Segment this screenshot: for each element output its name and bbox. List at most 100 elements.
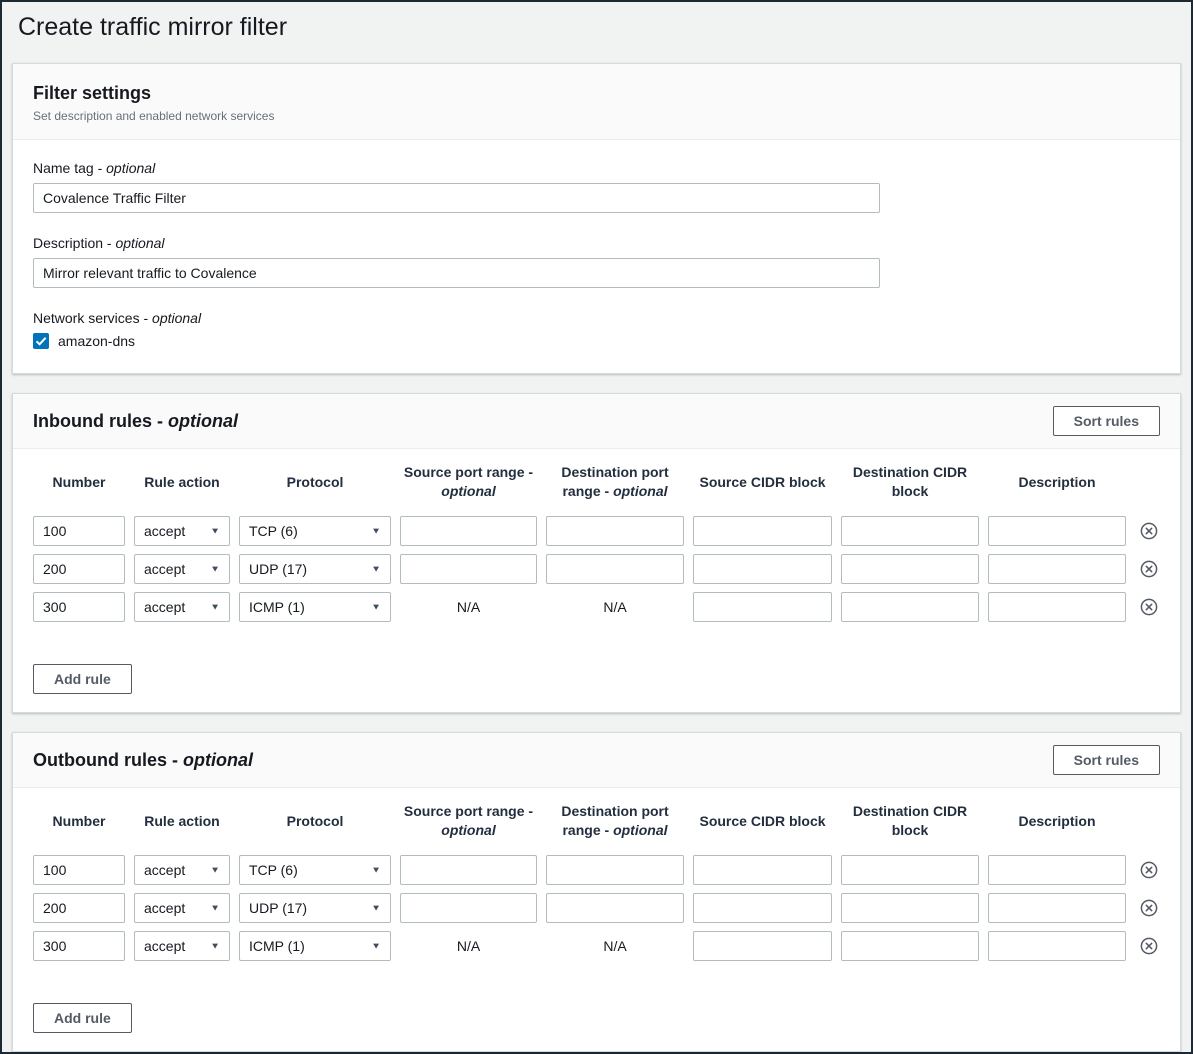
inbound-rules-body: Number Rule action Protocol Source port …	[13, 449, 1180, 712]
destination-port-na: N/A	[603, 938, 627, 954]
col-description: Description	[1018, 812, 1096, 829]
filter-settings-header: Filter settings Set description and enab…	[13, 64, 1180, 140]
rule-action-select[interactable]: accept ▼	[134, 855, 230, 885]
outbound-rule-row-3: accept ▼ ICMP (1) ▼ N/A N/A	[33, 931, 1160, 961]
chevron-down-icon: ▼	[210, 526, 220, 536]
protocol-select[interactable]: ICMP (1) ▼	[239, 931, 391, 961]
remove-rule-button[interactable]	[1139, 597, 1159, 617]
rule-action-select[interactable]: accept ▼	[134, 893, 230, 923]
name-tag-input[interactable]	[33, 183, 880, 213]
rule-action-select[interactable]: accept ▼	[134, 554, 230, 584]
protocol-select[interactable]: ICMP (1) ▼	[239, 592, 391, 622]
circle-x-icon	[1140, 560, 1158, 578]
rule-description-input[interactable]	[988, 554, 1126, 584]
page-title: Create traffic mirror filter	[18, 13, 288, 41]
rule-number-input[interactable]	[33, 931, 125, 961]
destination-cidr-input[interactable]	[841, 931, 979, 961]
col-number: Number	[52, 812, 106, 829]
chevron-down-icon: ▼	[210, 941, 220, 951]
chevron-down-icon: ▼	[210, 903, 220, 913]
destination-port-na: N/A	[603, 599, 627, 615]
source-cidr-input[interactable]	[693, 592, 832, 622]
rule-number-input[interactable]	[33, 554, 125, 584]
protocol-select[interactable]: UDP (17) ▼	[239, 893, 391, 923]
source-port-input[interactable]	[400, 893, 537, 923]
col-number: Number	[52, 473, 106, 490]
rule-number-input[interactable]	[33, 855, 125, 885]
source-cidr-input[interactable]	[693, 516, 832, 546]
protocol-select[interactable]: UDP (17) ▼	[239, 554, 391, 584]
checkbox-checked-icon	[33, 333, 49, 349]
col-protocol: Protocol	[286, 812, 344, 829]
rule-number-input[interactable]	[33, 592, 125, 622]
rule-number-input[interactable]	[33, 516, 125, 546]
chevron-down-icon: ▼	[371, 941, 381, 951]
rule-description-input[interactable]	[988, 516, 1126, 546]
source-cidr-input[interactable]	[693, 554, 832, 584]
col-destination-port: Destination port range - optional	[561, 803, 669, 838]
outbound-rules-body: Number Rule action Protocol Source port …	[13, 788, 1180, 1051]
rule-description-input[interactable]	[988, 893, 1126, 923]
col-destination-port: Destination port range - optional	[561, 464, 669, 499]
rule-description-input[interactable]	[988, 855, 1126, 885]
name-tag-field: Name tag - optional	[33, 160, 1160, 213]
rule-description-input[interactable]	[988, 592, 1126, 622]
remove-rule-button[interactable]	[1139, 521, 1159, 541]
name-tag-label: Name tag - optional	[33, 160, 156, 176]
circle-x-icon	[1140, 522, 1158, 540]
protocol-select[interactable]: TCP (6) ▼	[239, 516, 391, 546]
destination-port-input[interactable]	[546, 855, 684, 885]
source-cidr-input[interactable]	[693, 893, 832, 923]
chevron-down-icon: ▼	[371, 526, 381, 536]
remove-rule-button[interactable]	[1139, 898, 1159, 918]
filter-settings-title: Filter settings	[33, 83, 152, 103]
network-services-field: Network services - optional amazon-dns	[33, 310, 1160, 349]
col-rule-action: Rule action	[144, 812, 220, 829]
destination-port-input[interactable]	[546, 554, 684, 584]
rule-description-input[interactable]	[988, 931, 1126, 961]
rule-number-input[interactable]	[33, 893, 125, 923]
source-port-input[interactable]	[400, 855, 537, 885]
description-label: Description - optional	[33, 235, 165, 251]
destination-cidr-input[interactable]	[841, 516, 979, 546]
col-source-port: Source port range - optional	[403, 464, 534, 499]
destination-port-input[interactable]	[546, 893, 684, 923]
remove-rule-button[interactable]	[1139, 559, 1159, 579]
destination-cidr-input[interactable]	[841, 855, 979, 885]
source-port-na: N/A	[456, 938, 481, 954]
inbound-sort-rules-button[interactable]: Sort rules	[1052, 406, 1160, 436]
filter-settings-body: Name tag - optional Description - option…	[13, 140, 1180, 373]
destination-cidr-input[interactable]	[841, 893, 979, 923]
chevron-down-icon: ▼	[371, 903, 381, 913]
filter-settings-card: Filter settings Set description and enab…	[12, 63, 1181, 374]
inbound-add-rule-button[interactable]: Add rule	[33, 664, 132, 694]
inbound-rules-card: Inbound rules - optional Sort rules Numb…	[12, 393, 1181, 713]
amazon-dns-label: amazon-dns	[58, 333, 136, 349]
amazon-dns-checkbox[interactable]	[33, 333, 49, 349]
col-destination-cidr: Destination CIDR block	[852, 464, 968, 499]
source-port-input[interactable]	[400, 516, 537, 546]
rule-action-select[interactable]: accept ▼	[134, 592, 230, 622]
chevron-down-icon: ▼	[210, 564, 220, 574]
source-cidr-input[interactable]	[693, 855, 832, 885]
circle-x-icon	[1140, 598, 1158, 616]
inbound-rule-row-1: accept ▼ TCP (6) ▼	[33, 516, 1160, 546]
protocol-select[interactable]: TCP (6) ▼	[239, 855, 391, 885]
rule-action-select[interactable]: accept ▼	[134, 931, 230, 961]
source-port-input[interactable]	[400, 554, 537, 584]
destination-port-input[interactable]	[546, 516, 684, 546]
outbound-add-rule-button[interactable]: Add rule	[33, 1003, 132, 1033]
chevron-down-icon: ▼	[210, 865, 220, 875]
destination-cidr-input[interactable]	[841, 554, 979, 584]
circle-x-icon	[1140, 861, 1158, 879]
remove-rule-button[interactable]	[1139, 936, 1159, 956]
source-cidr-input[interactable]	[693, 931, 832, 961]
destination-cidr-input[interactable]	[841, 592, 979, 622]
inbound-table-header: Number Rule action Protocol Source port …	[33, 463, 1160, 501]
outbound-sort-rules-button[interactable]: Sort rules	[1052, 745, 1160, 775]
remove-rule-button[interactable]	[1139, 860, 1159, 880]
chevron-down-icon: ▼	[371, 865, 381, 875]
description-input[interactable]	[33, 258, 880, 288]
rule-action-select[interactable]: accept ▼	[134, 516, 230, 546]
col-destination-cidr: Destination CIDR block	[852, 803, 968, 838]
